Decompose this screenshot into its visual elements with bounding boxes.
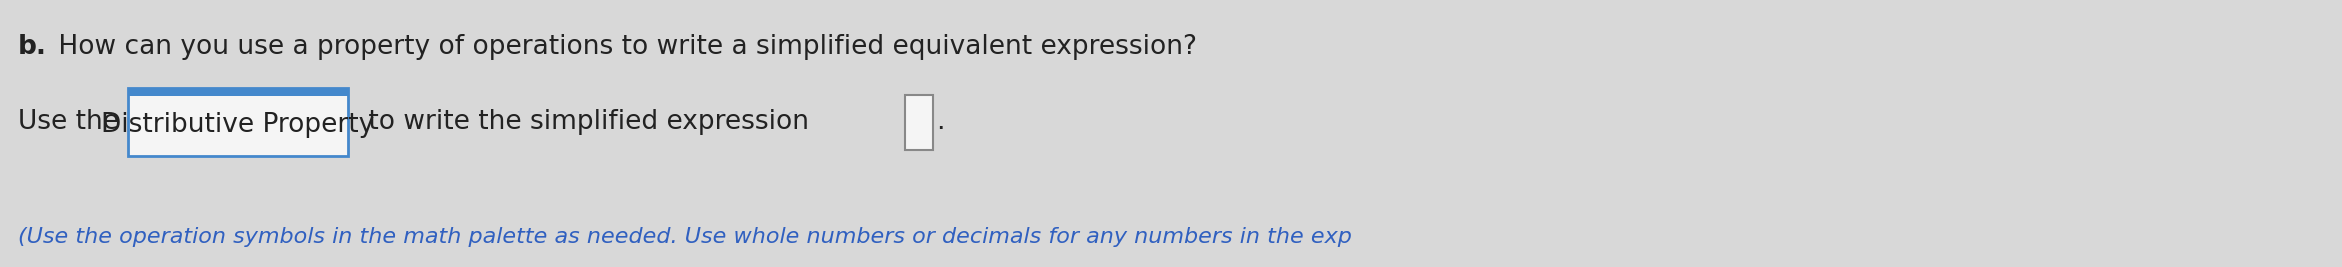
Text: .: . — [937, 109, 944, 135]
Text: to write the simplified expression: to write the simplified expression — [361, 109, 808, 135]
Text: b.: b. — [19, 34, 47, 60]
Bar — [129, 88, 349, 156]
Text: How can you use a property of operations to write a simplified equivalent expres: How can you use a property of operations… — [49, 34, 1197, 60]
Bar — [129, 88, 349, 96]
Text: (Use the operation symbols in the math palette as needed. Use whole numbers or d: (Use the operation symbols in the math p… — [19, 227, 1351, 247]
Text: Use the: Use the — [19, 109, 119, 135]
Text: Distributive Property: Distributive Property — [101, 112, 375, 138]
Bar — [904, 95, 932, 150]
